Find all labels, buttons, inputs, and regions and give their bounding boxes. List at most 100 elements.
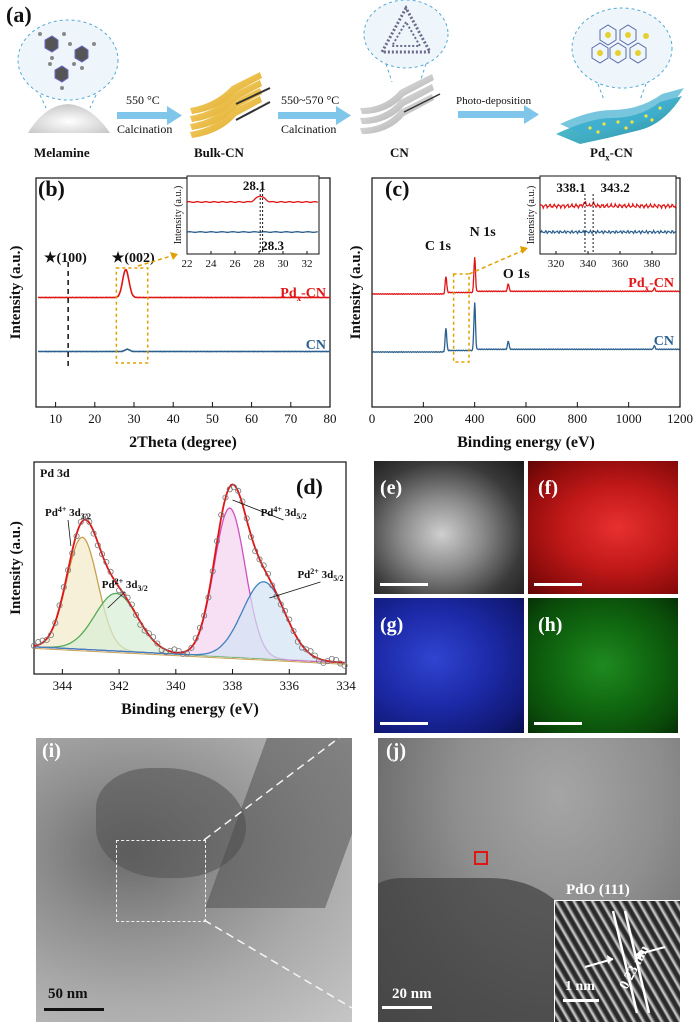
component-label-0: Pd4+ 3d3/2 — [45, 505, 91, 521]
data-point — [277, 601, 284, 608]
zoom-arrow — [468, 249, 525, 275]
melamine-molecule-bubble — [17, 19, 119, 109]
data-point — [48, 631, 55, 638]
inset-peak-top-label: 28.1 — [243, 178, 266, 193]
inset-x-tick-label: 22 — [182, 258, 193, 270]
data-point — [175, 647, 182, 654]
data-point — [294, 638, 301, 645]
scale-bar — [380, 583, 428, 586]
data-point — [243, 515, 250, 522]
inset-series-pdx-cn — [539, 200, 677, 211]
step1-process: Calcination — [117, 122, 173, 136]
data-point — [196, 624, 203, 631]
hrtem-dark-region — [378, 878, 578, 1022]
data-point — [192, 635, 199, 642]
x-tick-label: 30 — [128, 411, 141, 426]
eds-panel-e: (e) — [374, 461, 524, 594]
series-line-cn — [372, 302, 680, 354]
peak-100-label: ★(100) — [44, 250, 87, 266]
x-tick-label: 600 — [516, 411, 536, 426]
component-fill-1 — [34, 593, 346, 663]
component-arrow-2 — [232, 499, 284, 521]
panel-d-label: (d) — [296, 474, 323, 499]
step2-process: Calcination — [281, 122, 337, 136]
inset-x-tick-label: 360 — [612, 258, 629, 270]
panel-d: 344 342 340 338 336 334 Binding energy (eV) Int… — [0, 458, 360, 720]
data-point — [116, 587, 123, 594]
data-point — [107, 568, 114, 575]
panel-a-label: (a) — [6, 2, 32, 27]
panel-e-label: (e) — [380, 477, 403, 499]
lattice-fringe-marker — [584, 910, 666, 1014]
data-point — [222, 494, 229, 501]
data-point — [124, 594, 131, 601]
panel-a-schematic — [17, 0, 684, 144]
step3-process: Photo-deposition — [456, 95, 532, 107]
x-tick-label: 400 — [465, 411, 485, 426]
inset-x-tick-label: 320 — [548, 258, 565, 270]
data-point — [333, 656, 340, 663]
cn-structure-bubble — [363, 0, 449, 83]
y-axis-label: Intensity (a.u.) — [8, 521, 24, 615]
data-point — [52, 619, 59, 626]
data-point — [120, 591, 127, 598]
data-point — [133, 611, 140, 618]
data-point — [341, 662, 348, 669]
x-tick-label: 20 — [88, 411, 101, 426]
panel-c: 0 200 400 600 800 1000 1200 Binding energy (eV)… — [350, 170, 700, 455]
inset-series-cn — [539, 228, 677, 235]
data-point — [188, 644, 195, 651]
x-tick-label: 50 — [206, 411, 219, 426]
inset-series-pdx-cn — [186, 195, 318, 204]
step1-temperature: 550 °C — [126, 93, 160, 107]
scale-bar — [534, 722, 582, 725]
series-line-cn — [37, 348, 331, 353]
data-point — [307, 648, 314, 655]
scale-label: 50 nm — [48, 986, 88, 1002]
material-melamine-label: Melamine — [34, 145, 90, 160]
data-point — [235, 487, 242, 494]
pd-region-box — [452, 273, 470, 363]
hrtem-panel-j: (j) 20 nm PdO (111) 1 nm 0.23 nm — [378, 738, 680, 1022]
x-axis-label: 2Theta (degree) — [129, 434, 237, 451]
component-fill-0 — [34, 537, 346, 663]
peak-o1s-label: O 1s — [503, 267, 530, 282]
data-point — [99, 551, 106, 558]
data-point — [111, 579, 118, 586]
data-point — [94, 542, 101, 549]
step2-temperature: 550~570 °C — [281, 93, 340, 107]
x-tick-label: 10 — [49, 411, 62, 426]
data-point — [218, 511, 225, 518]
data-point — [69, 550, 76, 557]
data-point — [30, 642, 37, 649]
x-tick-label: 200 — [414, 411, 434, 426]
panel-i-label: (i) — [42, 740, 61, 762]
material-bulk-cn-label: Bulk-CN — [194, 145, 244, 160]
pd3d-xps-chart: 344 342 340 338 336 334 Binding energy (eV) Int… — [8, 461, 356, 718]
data-point — [162, 649, 169, 656]
plot-frame — [33, 461, 347, 675]
eds-panel-h: (h) — [528, 598, 678, 733]
y-axis-label: Intensity (a.u.) — [8, 246, 24, 340]
plot-frame — [35, 177, 331, 408]
component-arrow-1 — [107, 591, 126, 609]
data-point — [35, 639, 42, 646]
x-tick-label: 1200 — [667, 411, 693, 426]
inset-x-tick-label: 340 — [580, 258, 597, 270]
inset-frame — [186, 175, 320, 255]
data-point — [145, 630, 152, 637]
lattice-inset: 1 nm 0.23 nm — [554, 900, 680, 1022]
eds-panel-g: (g) — [374, 598, 524, 733]
component-arrow-3 — [269, 581, 321, 599]
scale-bar — [382, 1006, 432, 1009]
data-point — [60, 584, 67, 591]
x-tick-label: 1000 — [616, 411, 642, 426]
tem-panel-i: (i) 50 nm — [36, 738, 352, 1022]
melamine-powder-icon — [28, 104, 110, 133]
material-pdx-cn-label: Pdx-CN — [590, 145, 633, 163]
data-point — [128, 601, 135, 608]
data-point — [77, 518, 84, 525]
arrow-1-icon — [117, 106, 182, 125]
inset-title: PdO (111) — [566, 882, 630, 898]
data-point — [230, 484, 237, 491]
